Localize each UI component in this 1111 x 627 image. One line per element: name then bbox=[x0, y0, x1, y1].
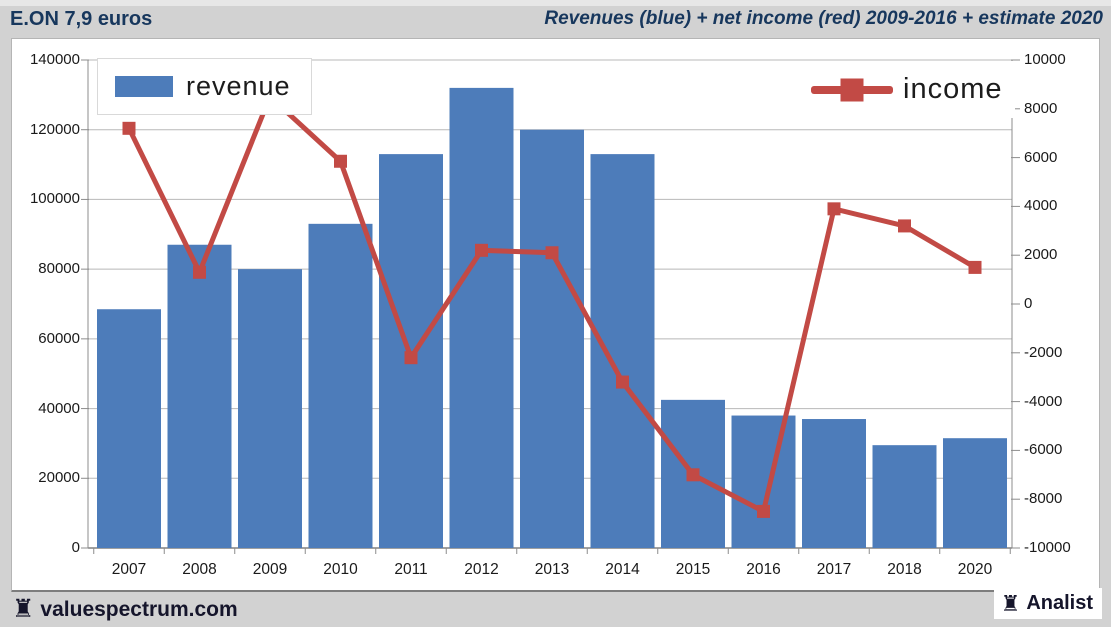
revenue-bar-2014 bbox=[590, 154, 655, 548]
revenue-bar-2009 bbox=[238, 269, 302, 548]
revenue-bar-2018 bbox=[872, 445, 937, 548]
revenue-bar-2007 bbox=[97, 309, 161, 548]
rook-icon: ♜ bbox=[12, 595, 35, 623]
income-marker-2007 bbox=[122, 121, 136, 135]
income-marker-2010 bbox=[334, 154, 347, 168]
header-bar: E.ON 7,9 euros Revenues (blue) + net inc… bbox=[0, 0, 1111, 38]
income-marker-2011 bbox=[404, 351, 418, 365]
income-marker-2020 bbox=[968, 260, 982, 274]
analist-badge: ♜ Analist bbox=[993, 588, 1102, 619]
revenue-bar-2008 bbox=[167, 244, 232, 548]
revenue-bar-2013 bbox=[520, 129, 584, 548]
chart-subject-title: E.ON 7,9 euros bbox=[10, 7, 153, 30]
income-marker-2014 bbox=[616, 375, 629, 389]
footer-bar: ♜ valuespectrum.com bbox=[0, 592, 1111, 627]
analist-badge-label: Analist bbox=[1026, 592, 1093, 614]
legend-income-label: income bbox=[903, 73, 1003, 105]
revenue-bar-2010 bbox=[308, 223, 373, 549]
revenue-bar-2016 bbox=[731, 415, 796, 548]
income-marker-2018 bbox=[898, 219, 911, 233]
legend-income: income bbox=[799, 61, 1015, 118]
income-marker-2017 bbox=[827, 202, 841, 216]
chart-description-title: Revenues (blue) + net income (red) 2009-… bbox=[544, 8, 1103, 29]
income-marker-2008 bbox=[193, 265, 206, 279]
income-marker-2012 bbox=[475, 243, 488, 257]
site-branding: ♜ valuespectrum.com bbox=[12, 597, 238, 622]
income-marker-2015 bbox=[686, 468, 700, 482]
revenue-bar-2017 bbox=[802, 419, 866, 548]
legend-revenue-label: revenue bbox=[186, 71, 291, 101]
income-marker-2013 bbox=[545, 246, 559, 260]
site-name: valuespectrum.com bbox=[40, 597, 238, 621]
revenue-bar-2020 bbox=[943, 438, 1007, 548]
income-line-marker-icon bbox=[811, 78, 893, 101]
rook-icon: ♜ bbox=[1000, 590, 1021, 616]
revenue-swatch-icon bbox=[115, 76, 173, 97]
revenue-bar-2012 bbox=[449, 87, 514, 548]
income-marker-2016 bbox=[757, 504, 770, 518]
legend-revenue: revenue bbox=[97, 58, 312, 115]
